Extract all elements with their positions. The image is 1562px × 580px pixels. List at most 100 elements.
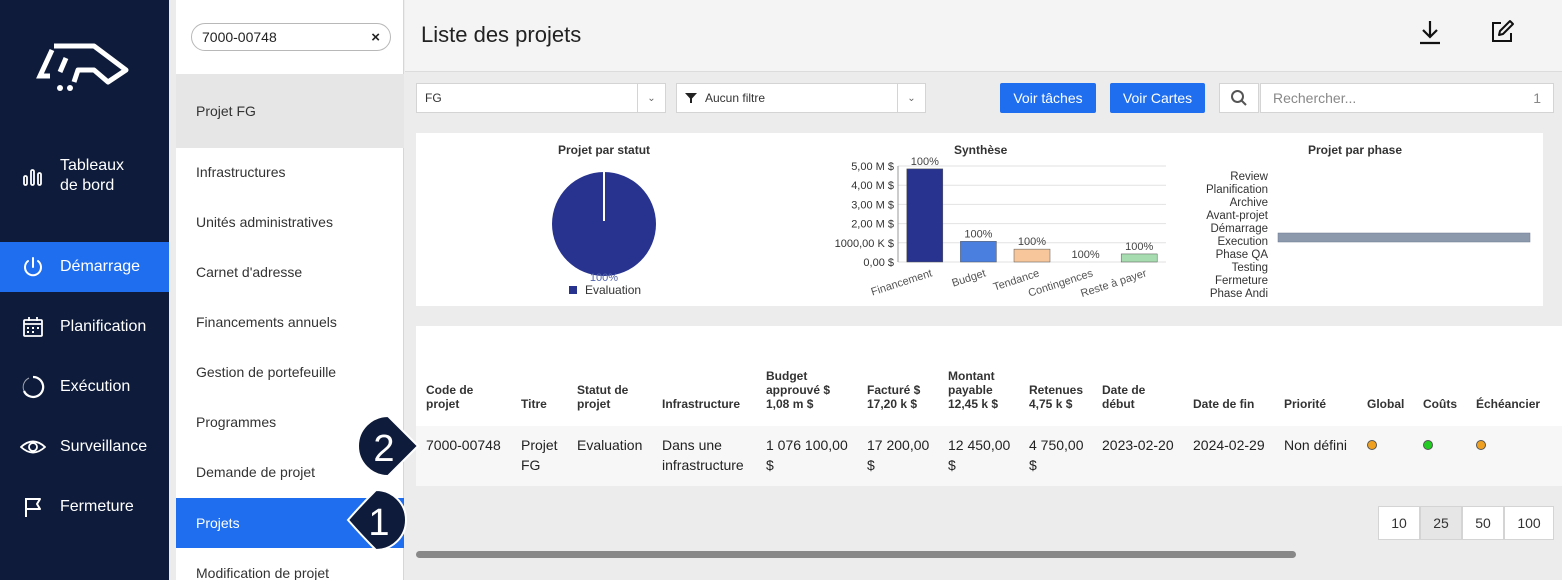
charts-panel: Projet par statut 100% Evaluation Synthè… bbox=[416, 133, 1543, 306]
filter-select-value: Aucun filtre bbox=[705, 91, 766, 105]
subnav-item-demande[interactable]: Demande de projet bbox=[196, 464, 316, 480]
phase-label: Archive bbox=[1230, 197, 1268, 209]
subnav-item-unites[interactable]: Unités administratives bbox=[196, 214, 333, 230]
cell-date-fin: 2024-02-29 bbox=[1193, 437, 1265, 453]
page-size-10[interactable]: 10 bbox=[1378, 506, 1420, 540]
bar-4[interactable] bbox=[1120, 253, 1158, 263]
status-pie-chart[interactable]: 100% bbox=[546, 165, 666, 285]
filter-select[interactable]: Aucun filtre ⌄ bbox=[676, 83, 926, 113]
y-tick-label: 0,00 $ bbox=[863, 257, 894, 269]
x-tick-label: Financement bbox=[870, 267, 934, 298]
project-search-field[interactable]: 7000-00748 × bbox=[191, 23, 391, 51]
nav-item-surveillance[interactable]: Surveillance bbox=[0, 422, 169, 472]
projects-table: Code de projet Titre Statut de projet Infr… bbox=[416, 326, 1562, 486]
project-search-value[interactable]: 7000-00748 bbox=[202, 29, 277, 45]
logo-icon[interactable] bbox=[36, 40, 132, 94]
bar-data-label: 100% bbox=[1072, 249, 1100, 261]
y-tick-label: 1000,00 K $ bbox=[835, 238, 894, 250]
couts-status-dot bbox=[1423, 440, 1433, 450]
col-header-statut[interactable]: Statut de projet bbox=[577, 383, 629, 411]
filter-icon bbox=[685, 92, 697, 104]
synthese-bar-chart[interactable]: 0,00 $ 1000,00 K $ 2,00 M $ 3,00 M $ 4,00 M … bbox=[816, 153, 1176, 313]
cell-code[interactable]: 7000-00748 bbox=[426, 437, 501, 453]
page-title: Liste des projets bbox=[421, 22, 582, 47]
col-header-couts[interactable]: Coûts bbox=[1423, 397, 1457, 411]
subnav-item-programmes[interactable]: Programmes bbox=[196, 414, 277, 430]
bar-data-label: 100% bbox=[1125, 241, 1153, 253]
nav-item-planification[interactable]: Planification bbox=[0, 302, 169, 352]
status-legend: Evaluation bbox=[569, 283, 641, 297]
cell-priorite: Non défini bbox=[1284, 437, 1348, 453]
horizontal-scrollbar[interactable] bbox=[416, 551, 1296, 558]
chevron-down-icon[interactable]: ⌄ bbox=[897, 84, 925, 112]
bar-data-label: 100% bbox=[1018, 236, 1046, 248]
pie-slice-label: 100% bbox=[590, 272, 618, 284]
bar-2[interactable] bbox=[1013, 248, 1051, 263]
bar-0[interactable] bbox=[906, 168, 944, 263]
search-button[interactable] bbox=[1219, 83, 1259, 113]
subnav-item-modification[interactable]: Modification de projet bbox=[196, 565, 330, 580]
col-header-global[interactable]: Global bbox=[1367, 397, 1405, 411]
nav-label-demarrage: Démarrage bbox=[60, 258, 141, 275]
nav-item-fermeture[interactable]: Fermeture bbox=[0, 482, 169, 532]
col-header-echeancier[interactable]: Échéancier bbox=[1476, 397, 1541, 411]
global-status-dot bbox=[1367, 440, 1377, 450]
nav-label-fermeture: Fermeture bbox=[60, 498, 134, 515]
search-result-count: 1 bbox=[1533, 90, 1541, 106]
page-size-50[interactable]: 50 bbox=[1462, 506, 1504, 540]
col-header-budget[interactable]: Budget approuvé $1,08 m $ bbox=[766, 369, 831, 411]
phase-bar-5[interactable] bbox=[1277, 232, 1531, 243]
edit-icon[interactable] bbox=[1489, 18, 1515, 46]
cell-titre: Projet FG bbox=[521, 437, 558, 473]
y-tick-label: 3,00 M $ bbox=[851, 199, 894, 211]
subnav-item-carnet[interactable]: Carnet d'adresse bbox=[196, 264, 303, 280]
synthese-chart-title: Synthèse bbox=[954, 143, 1008, 157]
download-icon[interactable] bbox=[1417, 18, 1443, 46]
cell-montant: 12 450,00 $ bbox=[948, 437, 1011, 473]
cell-facture: 17 200,00 $ bbox=[867, 437, 930, 473]
col-header-facture[interactable]: Facturé $17,20 k $ bbox=[867, 383, 921, 411]
subnav-item-infrastructures[interactable]: Infrastructures bbox=[196, 164, 286, 180]
nav-label-surveillance: Surveillance bbox=[60, 438, 148, 455]
col-header-montant[interactable]: Montant payable 12,45 k $ bbox=[948, 369, 999, 411]
col-header-infrastructure[interactable]: Infrastructure bbox=[662, 397, 741, 411]
page-size-25[interactable]: 25 bbox=[1420, 506, 1462, 540]
phase-label: Démarrage bbox=[1210, 223, 1268, 235]
nav-item-demarrage[interactable]: Démarrage bbox=[0, 242, 169, 292]
col-header-code[interactable]: Code de projet bbox=[426, 383, 474, 411]
table-row[interactable]: 7000-00748 Projet FG Evaluation Dans une i… bbox=[416, 426, 1562, 486]
flag-icon bbox=[20, 494, 46, 520]
group-select[interactable]: FG ⌄ bbox=[416, 83, 666, 113]
view-cards-button[interactable]: Voir Cartes bbox=[1110, 83, 1205, 113]
callout-two-label: 2 bbox=[373, 428, 394, 470]
group-select-value: FG bbox=[425, 91, 442, 105]
y-tick-label: 5,00 M $ bbox=[851, 161, 894, 173]
y-tick-label: 2,00 M $ bbox=[851, 219, 894, 231]
calendar-icon bbox=[20, 314, 46, 340]
search-input[interactable]: Rechercher... 1 bbox=[1260, 83, 1554, 113]
page-size-100[interactable]: 100 bbox=[1504, 506, 1554, 540]
chevron-down-icon[interactable]: ⌄ bbox=[637, 84, 665, 112]
current-project[interactable]: Projet FG bbox=[176, 74, 404, 148]
col-header-date-debut[interactable]: Date de début bbox=[1102, 383, 1146, 411]
subnav-item-portefeuille[interactable]: Gestion de portefeuille bbox=[196, 364, 337, 380]
col-header-priorite[interactable]: Priorité bbox=[1284, 397, 1327, 411]
nav-label-dashboards-1: Tableaux bbox=[60, 157, 125, 174]
nav-item-execution[interactable]: Exécution bbox=[0, 362, 169, 412]
phase-bar-chart[interactable]: ReviewPlanificationArchiveAvant-projetDé… bbox=[1156, 163, 1536, 303]
phase-label: Review bbox=[1230, 171, 1268, 183]
search-placeholder: Rechercher... bbox=[1273, 90, 1357, 106]
status-chart-title: Projet par statut bbox=[558, 143, 651, 157]
bar-1[interactable] bbox=[960, 241, 997, 263]
col-header-titre[interactable]: Titre bbox=[521, 397, 547, 411]
nav-label-dashboards-2: de bord bbox=[60, 177, 115, 194]
pie-slice-evaluation[interactable] bbox=[552, 172, 656, 276]
col-header-retenues[interactable]: Retenues 4,75 k $ bbox=[1029, 383, 1084, 411]
phase-label: Fermeture bbox=[1215, 275, 1268, 287]
x-tick-label: Budget bbox=[950, 267, 987, 289]
nav-item-dashboards[interactable]: Tableaux de bord bbox=[0, 149, 169, 203]
clear-search-icon[interactable]: × bbox=[371, 28, 380, 46]
col-header-date-fin[interactable]: Date de fin bbox=[1193, 397, 1255, 411]
view-tasks-button[interactable]: Voir tâches bbox=[1000, 83, 1096, 113]
subnav-item-financements[interactable]: Financements annuels bbox=[196, 314, 337, 330]
